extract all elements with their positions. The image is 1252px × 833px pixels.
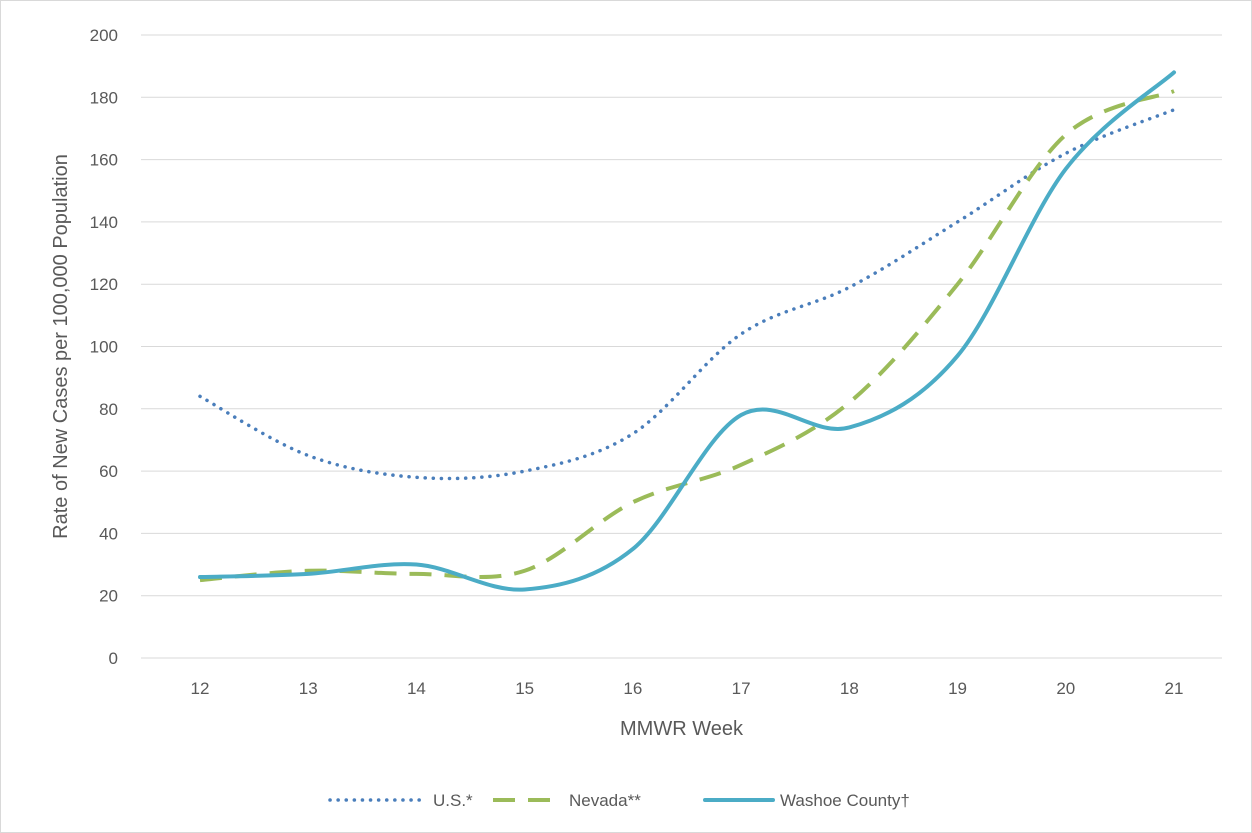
series-line-0 [198, 108, 1176, 481]
x-tick-label: 16 [623, 679, 642, 698]
y-tick-label: 160 [90, 151, 118, 170]
series-lines [198, 70, 1176, 592]
y-tick-label: 100 [90, 338, 118, 357]
y-tick-label: 200 [90, 26, 118, 45]
x-tick-label: 20 [1056, 679, 1075, 698]
y-tick-label: 60 [99, 462, 118, 481]
y-axis-title: Rate of New Cases per 100,000 Population [50, 154, 72, 539]
legend-label-1: Nevada** [569, 791, 641, 810]
x-tick-labels: 12 13 14 15 16 17 18 19 20 21 [191, 679, 1184, 698]
x-tick-label: 14 [407, 679, 426, 698]
series-line-2 [198, 70, 1176, 592]
y-tick-label: 20 [99, 587, 118, 606]
series-line-1 [199, 89, 1175, 583]
x-axis-title: MMWR Week [620, 718, 744, 740]
x-tick-label: 13 [299, 679, 318, 698]
y-tick-label: 180 [90, 88, 118, 107]
x-tick-label: 18 [840, 679, 859, 698]
y-tick-labels: 0 20 40 60 80 100 120 140 160 180 200 [90, 26, 118, 668]
x-tick-label: 15 [515, 679, 534, 698]
x-tick-label: 17 [732, 679, 751, 698]
y-tick-label: 40 [99, 524, 118, 543]
x-tick-label: 12 [191, 679, 210, 698]
gridlines [141, 34, 1222, 659]
legend-label-0: U.S.* [433, 791, 473, 810]
y-tick-label: 0 [109, 649, 118, 668]
y-tick-label: 80 [99, 400, 118, 419]
y-tick-label: 140 [90, 213, 118, 232]
x-tick-label: 19 [948, 679, 967, 698]
legend: U.S.* Nevada** Washoe County† [328, 791, 910, 810]
legend-label-2: Washoe County† [780, 791, 910, 810]
x-tick-label: 21 [1165, 679, 1184, 698]
y-tick-label: 120 [90, 275, 118, 294]
